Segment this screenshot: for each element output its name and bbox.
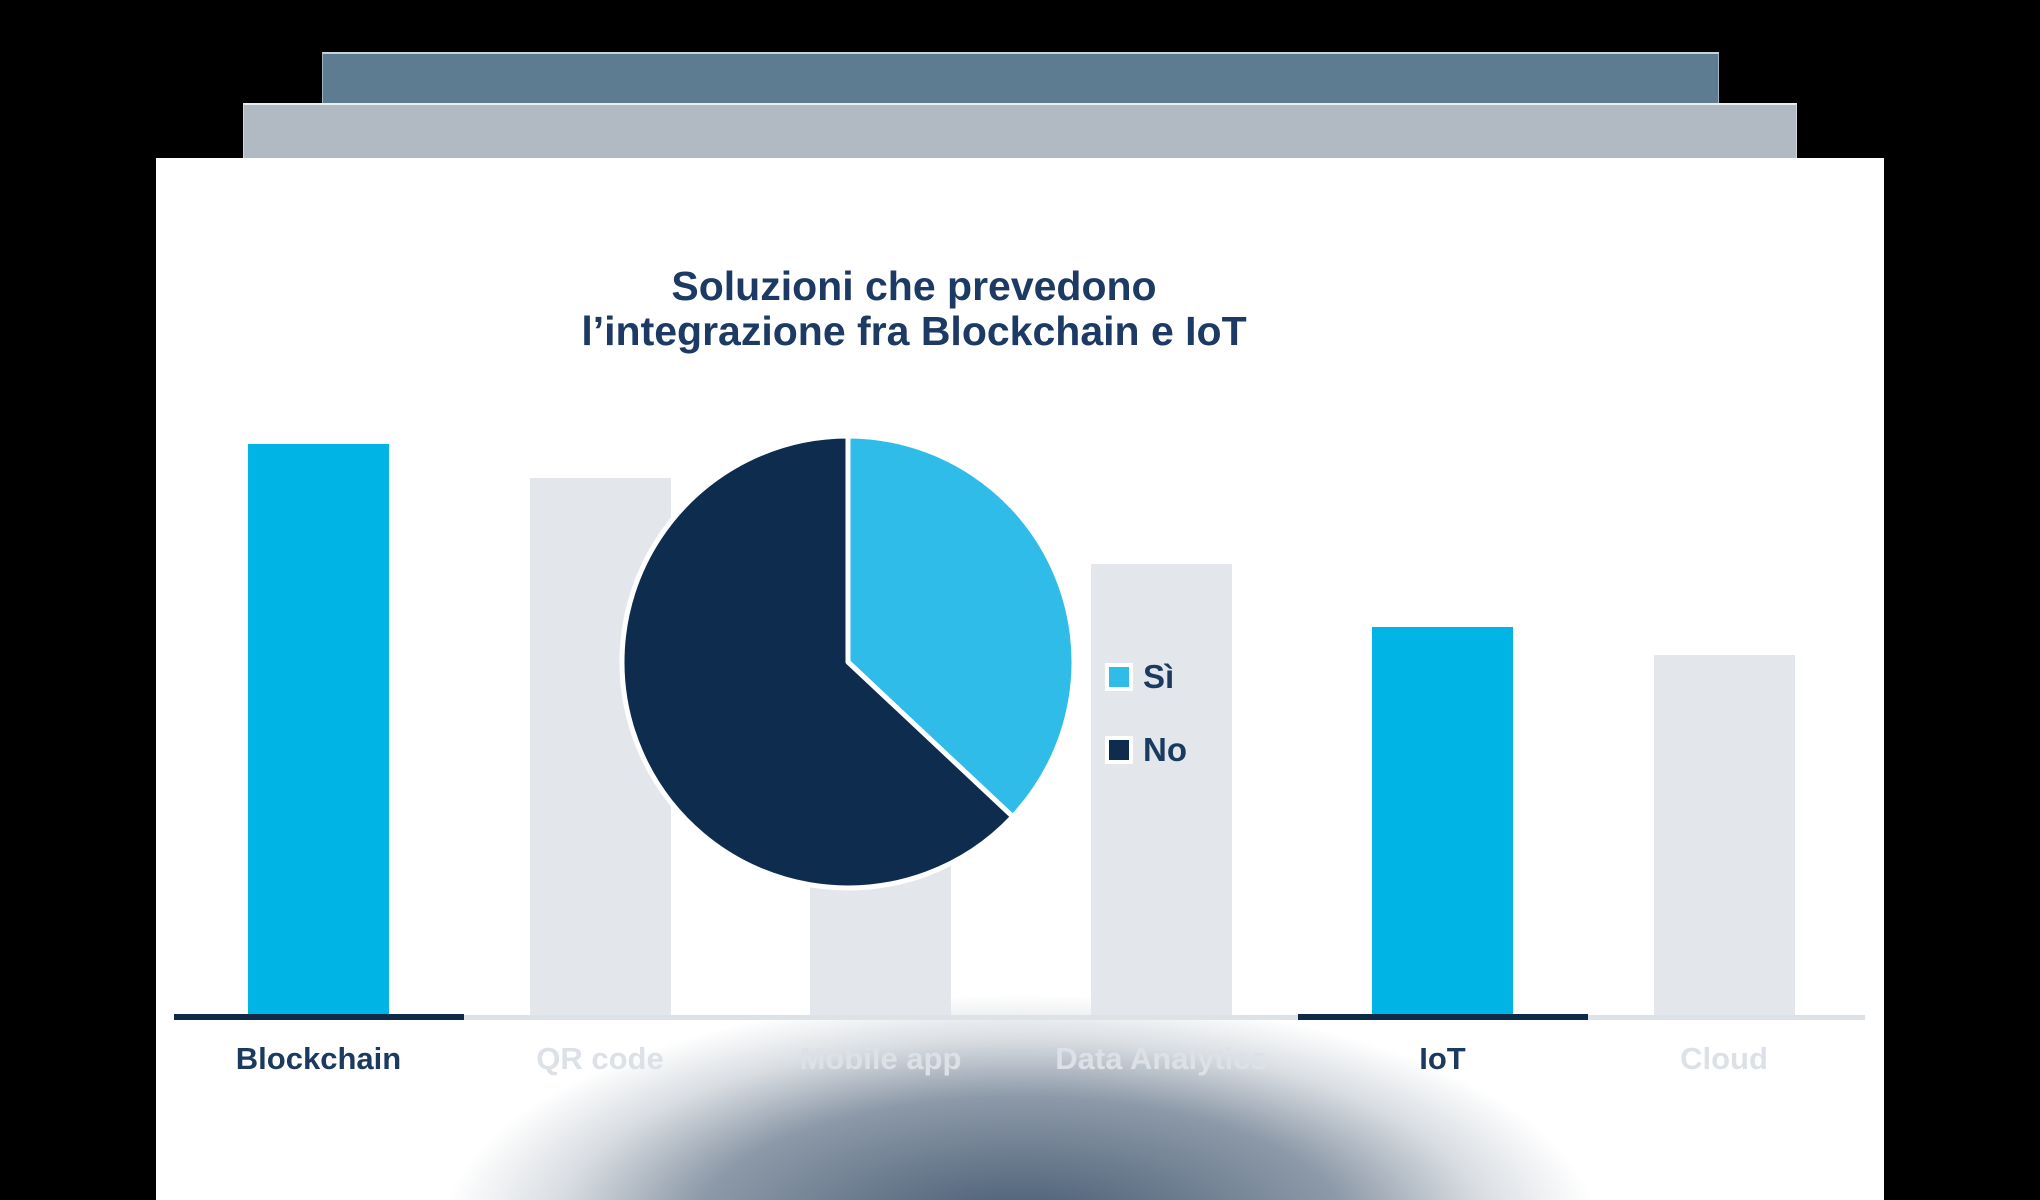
x-axis-baseline [177, 1015, 1865, 1020]
x-axis-highlight-iot [1297, 1014, 1588, 1020]
legend-label-sì: Sì [1143, 658, 1175, 695]
legend-swatch-no [1105, 736, 1133, 764]
category-label-data-analytics: Data Analytics [1055, 1041, 1268, 1076]
bar-cloud [1653, 655, 1795, 1015]
legend-item-no: No [1105, 731, 1187, 768]
legend-label-no: No [1143, 731, 1187, 768]
bar-data-analytics [1091, 564, 1232, 1015]
stacked-slide-bar-back [322, 52, 1719, 104]
x-axis-highlight-blockchain [173, 1014, 464, 1020]
chart-title-line1: Soluzioni che prevedono [671, 263, 1157, 309]
category-label-mobile-app: Mobile app [799, 1041, 962, 1076]
category-label-blockchain: Blockchain [235, 1041, 402, 1076]
stacked-slide-bar-front [243, 103, 1797, 158]
chart-title: Soluzioni che prevedono l’integrazione f… [156, 264, 1672, 354]
slide-card: Soluzioni che prevedono l’integrazione f… [156, 158, 1884, 1200]
pie-legend: Sì No [1105, 658, 1187, 768]
pie-slice-sì [845, 433, 1077, 820]
bar-blockchain [248, 444, 389, 1015]
pie-slice-no [619, 433, 1016, 891]
category-label-iot: IoT [1419, 1041, 1466, 1076]
bar-chart-area: Blockchain QR code Mobile app Data Analytic… [156, 158, 1884, 1200]
legend-swatch-sì [1105, 663, 1133, 691]
pie-chart [618, 432, 1078, 892]
category-label-qr-code: QR code [536, 1041, 664, 1076]
legend-item-sì: Sì [1105, 658, 1187, 695]
bar-iot [1372, 627, 1513, 1015]
chart-title-line2: l’integrazione fra Blockchain e IoT [581, 308, 1247, 354]
category-label-cloud: Cloud [1680, 1041, 1768, 1076]
